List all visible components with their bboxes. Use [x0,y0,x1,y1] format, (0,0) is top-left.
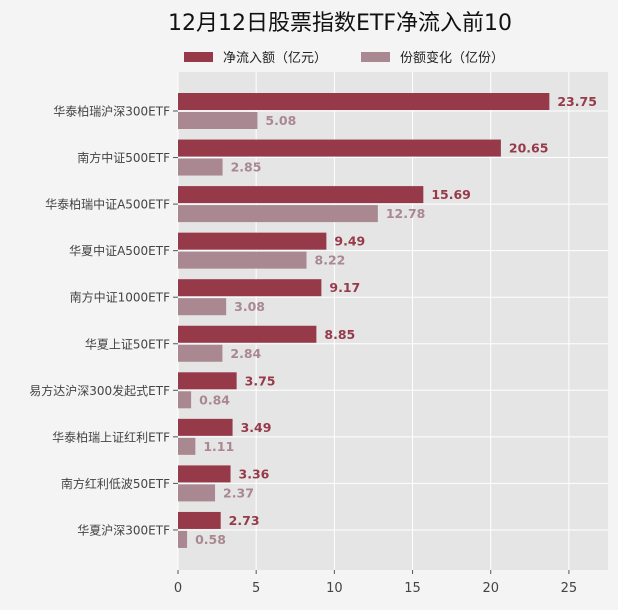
data-label-share-change: 0.84 [199,392,230,407]
legend-swatch-net-inflow [184,52,213,62]
bar-net-inflow [178,93,550,110]
bar-share-change [178,298,227,316]
bar-share-change [178,391,192,409]
bar-net-inflow [178,372,237,390]
bar-net-inflow [178,325,317,343]
bar-net-inflow [178,232,327,250]
data-label-net-inflow: 2.73 [229,513,260,528]
data-label-share-change: 5.08 [265,113,296,128]
data-label-share-change: 8.22 [315,253,346,268]
data-label-share-change: 1.11 [203,439,234,454]
y-tick-label: 华夏沪深300ETF [77,523,170,537]
x-tick-label: 5 [252,581,260,596]
data-label-net-inflow: 3.36 [239,466,270,481]
chart-title: 12月12日股票指数ETF净流入前10 [168,11,512,36]
bar-net-inflow [178,465,231,483]
data-label-share-change: 3.08 [234,299,265,314]
data-label-net-inflow: 9.17 [329,280,360,295]
data-label-net-inflow: 3.49 [241,420,272,435]
y-tick-label: 易方达沪深300发起式ETF [29,383,170,398]
bar-share-change [178,530,188,548]
bar-share-change [178,437,196,455]
bar-share-change [178,158,223,176]
data-label-net-inflow: 15.69 [431,187,471,202]
data-label-net-inflow: 9.49 [334,234,365,249]
bar-share-change [178,484,216,502]
data-label-net-inflow: 20.65 [509,141,549,156]
y-tick-label: 华泰柏瑞沪深300ETF [53,104,170,119]
data-label-net-inflow: 8.85 [324,327,355,342]
legend-swatch-share-change [361,52,390,62]
bar-net-inflow [178,186,424,204]
bar-net-inflow [178,511,221,529]
bar-net-inflow [178,279,322,297]
bar-net-inflow [178,139,501,157]
data-label-net-inflow: 23.75 [557,94,597,109]
bar-share-change [178,205,378,223]
y-tick-label: 华泰柏瑞上证红利ETF [52,429,170,444]
y-tick-label: 华夏上证50ETF [85,337,170,351]
bar-share-change [178,112,258,129]
legend-label-net-inflow: 净流入额（亿元） [223,51,327,66]
y-tick-label: 南方中证500ETF [77,150,170,165]
data-label-share-change: 2.84 [230,346,261,361]
data-label-share-change: 12.78 [386,206,426,221]
bar-share-change [178,344,223,362]
x-tick-label: 20 [482,581,499,596]
x-tick-label: 0 [174,581,182,596]
legend-label-share-change: 份额变化（亿份） [400,50,504,66]
bar-share-change [178,251,307,269]
y-tick-label: 南方中证1000ETF [70,290,170,305]
y-tick-label: 华泰柏瑞中证A500ETF [45,197,170,212]
bar-net-inflow [178,418,233,436]
x-tick-label: 15 [404,581,421,596]
data-label-share-change: 0.58 [195,532,226,547]
data-label-net-inflow: 3.75 [245,373,276,388]
y-tick-label: 华夏中证A500ETF [69,243,170,258]
x-tick-label: 25 [561,581,578,596]
data-label-share-change: 2.37 [223,485,254,500]
y-tick-label: 南方红利低波50ETF [61,476,170,491]
x-tick-label: 10 [326,581,343,596]
data-label-share-change: 2.85 [231,160,262,175]
